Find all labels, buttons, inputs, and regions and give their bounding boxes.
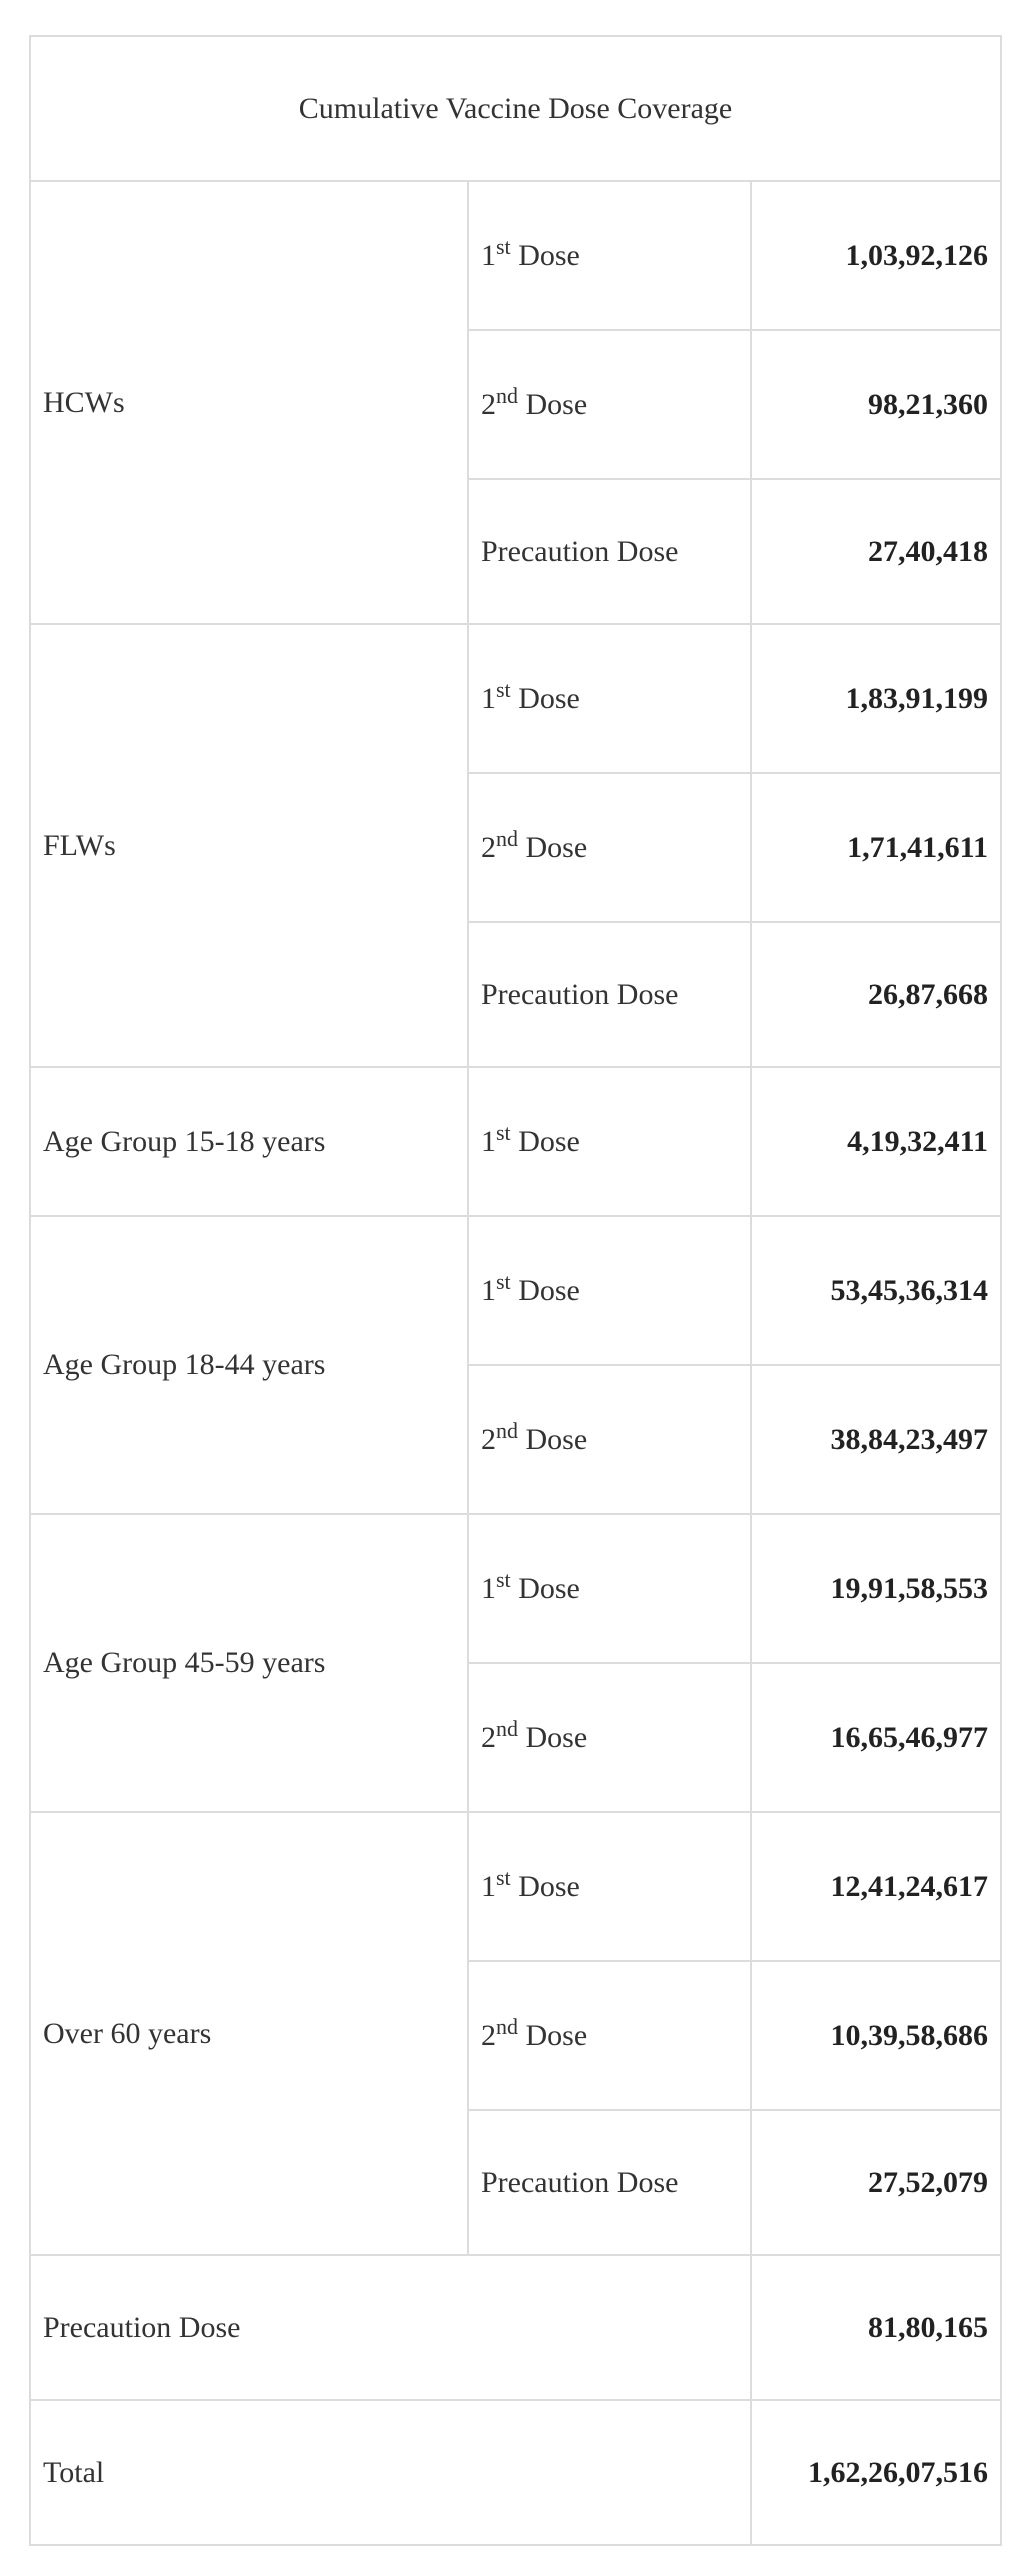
dose-label: 2nd Dose [467,1364,752,1515]
dose-value: 10,39,58,686 [749,1960,1003,2111]
dose-value: 1,83,91,199 [749,623,1003,774]
table-row: 2nd Dose 38,84,23,497 [30,1364,1003,1515]
table-row: Age Group 45-59 years 1st Dose 19,91,58,… [29,1513,1003,1813]
dose-value: 98,21,360 [749,329,1003,480]
dose-label: Precaution Dose [467,478,752,625]
dose-label: 1st Dose [467,1066,752,1217]
dose-value: 26,87,668 [749,921,1003,1068]
group-label-over-60: Over 60 years [29,1811,469,2256]
table-row: FLWs 1st Dose 1,83,91,199 [29,623,1003,1068]
table-row: 2nd Dose 98,21,360 [30,329,1003,480]
table-title: Cumulative Vaccine Dose Coverage [28,35,1003,182]
group-label-age-15-18: Age Group 15-18 years [29,1066,469,1217]
vaccine-coverage-table: Cumulative Vaccine Dose Coverage HCWs 1s… [28,35,1003,2546]
table-row: 2nd Dose 10,39,58,686 [30,1960,1003,2111]
dose-value: 1,71,41,611 [749,772,1003,923]
dose-value: 53,45,36,314 [749,1215,1003,1366]
grand-total-value: 1,62,26,07,516 [749,2399,1003,2546]
dose-label: 2nd Dose [467,772,752,923]
group-label-hcws: HCWs [29,180,469,625]
table-row: Age Group 15-18 years 1st Dose 4,19,32,4… [29,1066,1003,1217]
dose-value: 16,65,46,977 [749,1662,1003,1813]
dose-value: 1,03,92,126 [749,180,1003,331]
dose-value: 27,52,079 [749,2109,1003,2256]
dose-label: 2nd Dose [467,1960,752,2111]
dose-value: 27,40,418 [749,478,1003,625]
table-row: Over 60 years 1st Dose 12,41,24,617 [29,1811,1003,2256]
dose-label: 1st Dose [467,623,752,774]
group-label-age-18-44: Age Group 18-44 years [29,1215,469,1515]
dose-label: Precaution Dose [467,921,752,1068]
table-row: HCWs 1st Dose 1,03,92,126 [29,180,1003,625]
grand-total-label: Total [29,2399,752,2546]
table-row: Precaution Dose 27,40,418 [30,478,1003,625]
dose-label: 1st Dose [467,1513,752,1664]
dose-label: 2nd Dose [467,329,752,480]
dose-value: 12,41,24,617 [749,1811,1003,1962]
precaution-total-label: Precaution Dose [29,2254,752,2401]
grand-total-row: Total 1,62,26,07,516 [29,2399,1003,2546]
precaution-total-row: Precaution Dose 81,80,165 [29,2254,1003,2401]
table-row: Age Group 18-44 years 1st Dose 53,45,36,… [29,1215,1003,1515]
dose-label: 1st Dose [467,1215,752,1366]
dose-label: 1st Dose [467,1811,752,1962]
table-row: Precaution Dose 27,52,079 [30,2109,1003,2256]
dose-value: 4,19,32,411 [749,1066,1003,1217]
dose-label: Precaution Dose [467,2109,752,2256]
table-row: Precaution Dose 26,87,668 [30,921,1003,1068]
precaution-total-value: 81,80,165 [749,2254,1003,2401]
dose-label: 1st Dose [467,180,752,331]
dose-value: 19,91,58,553 [749,1513,1003,1664]
dose-value: 38,84,23,497 [749,1364,1003,1515]
group-label-age-45-59: Age Group 45-59 years [29,1513,469,1813]
table-row: 2nd Dose 16,65,46,977 [30,1662,1003,1813]
table-row: 2nd Dose 1,71,41,611 [30,772,1003,923]
dose-label: 2nd Dose [467,1662,752,1813]
group-label-flws: FLWs [29,623,469,1068]
